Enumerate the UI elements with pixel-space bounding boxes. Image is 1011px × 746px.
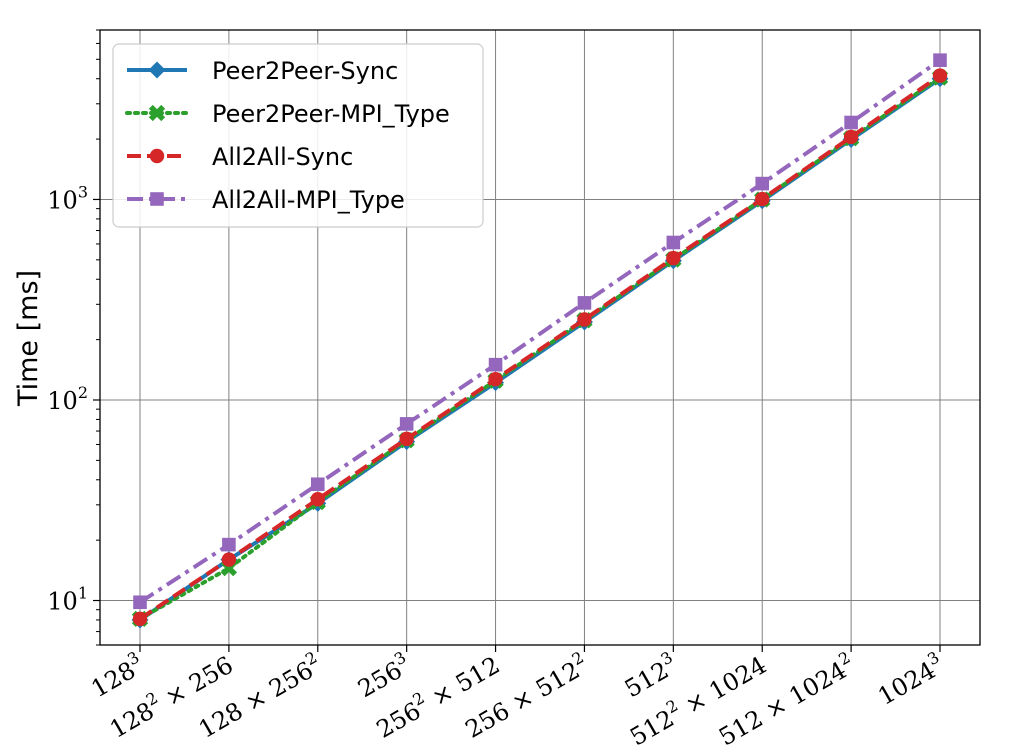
legend-label: All2All-MPI_Type	[212, 186, 405, 214]
data-point	[844, 115, 858, 130]
data-point	[310, 492, 325, 507]
data-point	[933, 53, 947, 67]
y-tick-label: 103	[47, 182, 88, 214]
x-tick-label: 10243	[871, 647, 949, 710]
data-point	[310, 477, 325, 492]
x-tick-label: 1283	[85, 647, 149, 703]
legend-box	[112, 43, 484, 228]
data-point	[132, 611, 148, 627]
legend: Peer2Peer-Sync Peer2Peer-MPI_Type All2All-…	[112, 43, 484, 228]
y-tick-label: 102	[47, 383, 88, 415]
legend-marker	[148, 104, 166, 122]
legend-marker	[148, 61, 166, 79]
legend-entry: All2All-MPI_Type	[127, 186, 405, 214]
series-line	[138, 73, 942, 621]
data-point	[932, 68, 948, 83]
data-point	[577, 312, 592, 327]
data-point	[755, 191, 770, 207]
series-line	[138, 58, 942, 604]
data-point	[843, 129, 859, 145]
legend-entry: Peer2Peer-MPI_Type	[125, 100, 450, 128]
plot-frame	[99, 29, 981, 646]
legend-label: All2All-Sync	[212, 143, 353, 171]
legend-label: Peer2Peer-Sync	[212, 57, 398, 85]
data-point	[488, 371, 503, 387]
legend-marker	[149, 148, 165, 164]
data-point	[488, 357, 503, 372]
data-point	[399, 431, 414, 447]
x-tick-label: 512 × 10242	[712, 647, 860, 746]
x-tick-label: 2563	[351, 647, 415, 703]
x-tick-label: 5123	[618, 647, 682, 703]
data-point	[133, 595, 147, 610]
data-point	[221, 552, 237, 567]
legend-entry: Peer2Peer-Sync	[127, 57, 398, 85]
data-point	[666, 235, 681, 250]
data-point	[666, 250, 681, 266]
series-layer	[131, 53, 949, 629]
y-axis-title: Time [ms]	[13, 270, 44, 407]
y-tick-label: 101	[47, 584, 88, 616]
data-point	[222, 537, 236, 552]
data-point	[399, 417, 414, 431]
series-3	[132, 68, 948, 627]
legend-marker	[150, 192, 164, 206]
data-point	[755, 176, 770, 191]
legend-entry: All2All-Sync	[127, 143, 353, 171]
y-axis: 101 102 103	[47, 29, 100, 646]
legend-label: Peer2Peer-MPI_Type	[212, 100, 450, 128]
data-point	[577, 296, 592, 310]
series-4	[133, 53, 947, 610]
